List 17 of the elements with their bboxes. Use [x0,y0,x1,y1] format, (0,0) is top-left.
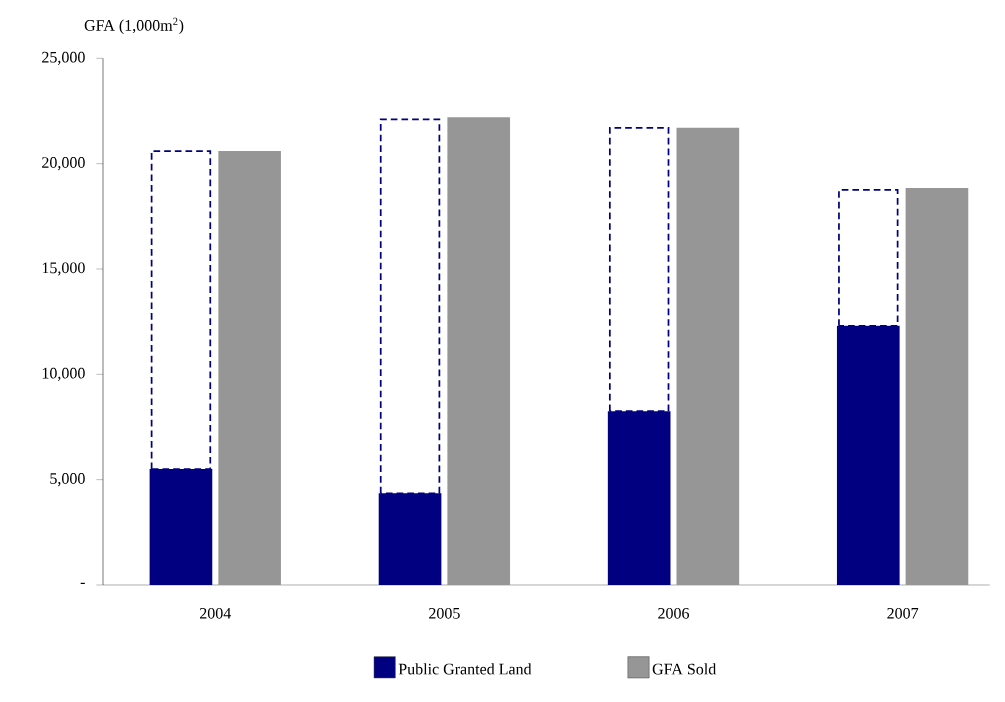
y-tick-label: 5,000 [50,473,85,487]
x-tick-label: 2005 [429,607,460,619]
y-tick-label: 15,000 [42,262,85,276]
y-tick-label: 20,000 [42,157,85,171]
bar [447,117,511,585]
x-tick-label: 2004 [199,607,232,619]
bar [218,151,281,585]
bar [905,187,969,585]
y-tick-label: 25,000 [42,51,85,65]
x-tick-label: 2006 [658,607,690,619]
x-tick-label: 2007 [887,607,919,619]
y-axis-title: GFA (1,000m$^{2}$) [84,17,184,35]
y-tick-label: 10,000 [42,367,85,381]
legend-label: GFA Sold [652,663,717,675]
bar [676,127,740,585]
legend-label: Public Granted Land [398,663,532,675]
y-tick-label: - [80,582,85,584]
